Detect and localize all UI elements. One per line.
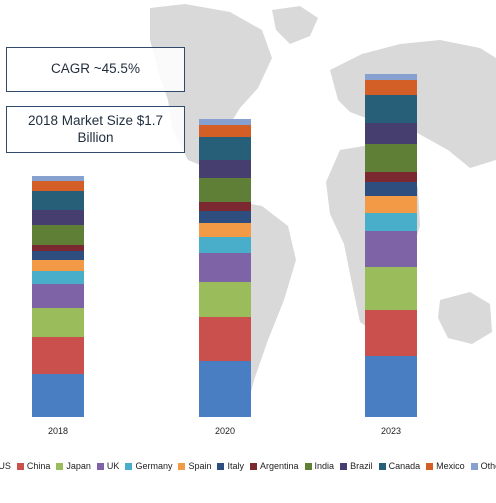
bar-segment-others-2018 [32,176,84,181]
legend-item: India [304,461,335,471]
legend-label: Argentina [260,461,299,471]
bar-segment-spain-2020 [199,223,251,237]
legend-item: US [0,461,11,471]
legend-swatch [16,462,24,470]
legend-swatch [250,462,257,470]
x-tick-label: 2018 [48,426,68,436]
bar-segment-brazil-2020 [199,160,251,178]
bar-segment-us-2018 [32,374,84,417]
bar-segment-india-2023 [365,144,417,172]
legend-label: Spain [188,461,212,471]
bar-segment-canada-2020 [199,137,251,160]
stacked-bars [32,74,417,417]
bar-segment-india-2020 [199,178,251,202]
bar-segment-italy-2023 [365,182,417,196]
legend-label: Japan [66,461,91,471]
bar-segment-germany-2023 [365,213,417,231]
bar-segment-germany-2020 [199,237,251,253]
legend-swatch [304,462,312,470]
legend-label: Canada [388,461,421,471]
x-axis-tick-labels: 2018 2020 2023 [48,426,401,436]
legend-item: Japan [56,461,91,471]
bar-segment-india-2018 [32,225,84,245]
bar-segment-argentina-2023 [365,172,417,182]
bar-segment-germany-2018 [32,271,84,284]
bar-segment-mexico-2020 [199,125,251,137]
bar-segment-brazil-2018 [32,210,84,225]
legend-label: China [26,461,51,471]
legend-label: Brazil [350,461,373,471]
legend-item: Others [470,461,496,471]
bar-segment-spain-2018 [32,260,84,271]
bar-segment-china-2023 [365,310,417,356]
legend-item: Brazil [340,461,373,471]
legend-swatch [470,462,478,470]
legend-item: Canada [378,461,421,471]
market-size-text: 2018 Market Size $1.7 Billion [27,112,164,145]
legend-label: Others [480,461,496,471]
bar-segment-japan-2023 [365,267,417,310]
legend-label: UK [106,461,120,471]
bar-segment-china-2020 [199,317,251,361]
market-size-callout: 2018 Market Size $1.7 Billion [6,106,185,153]
bar-segment-china-2018 [32,337,84,374]
legend-swatch [340,462,348,470]
bar-segment-canada-2023 [365,95,417,123]
bar-segment-us-2023 [365,356,417,417]
legend-swatch [56,462,64,470]
legend-item: Mexico [426,461,465,471]
legend-item: Spain [178,461,211,471]
legend-item: China [16,461,51,471]
bar-segment-spain-2023 [365,196,417,213]
legend-item: Argentina [250,461,299,471]
legend-swatch [378,462,386,470]
x-tick-label: 2023 [381,426,401,436]
australia-shape [438,292,492,344]
bar-segment-brazil-2023 [365,123,417,144]
bar-segment-italy-2020 [199,211,251,223]
bar-segment-others-2020 [199,119,251,125]
x-tick-label: 2020 [215,426,235,436]
greenland-shape [272,6,318,44]
bar-segment-italy-2018 [32,251,84,260]
bar-segment-others-2023 [365,74,417,80]
legend-swatch [178,462,186,470]
legend-label: Italy [227,461,244,471]
bar-segment-argentina-2020 [199,202,251,211]
legend-label: US [0,461,11,471]
legend-swatch [96,462,104,470]
bar-segment-uk-2023 [365,231,417,267]
bar-segment-japan-2020 [199,282,251,317]
cagr-text: CAGR ~45.5% [51,61,140,77]
bar-segment-us-2020 [199,361,251,417]
legend-label: India [314,461,335,471]
bar-segment-argentina-2018 [32,245,84,251]
cagr-callout: CAGR ~45.5% [6,47,185,92]
legend: US China Japan UK Germany Spain Italy Argentina… [0,459,496,473]
legend-item: Germany [125,461,172,471]
bar-segment-uk-2018 [32,284,84,308]
legend-label: Mexico [436,461,465,471]
bar-segment-japan-2018 [32,308,84,337]
bar-segment-canada-2018 [32,191,84,210]
bar-segment-mexico-2023 [365,80,417,95]
legend-swatch [217,462,225,470]
bar-segment-uk-2020 [199,253,251,282]
legend-swatch [125,462,133,470]
bar-segment-mexico-2018 [32,181,84,191]
legend-item: Italy [217,461,244,471]
legend-label: Germany [135,461,173,471]
legend-swatch [426,462,434,470]
legend-item: UK [96,461,120,471]
